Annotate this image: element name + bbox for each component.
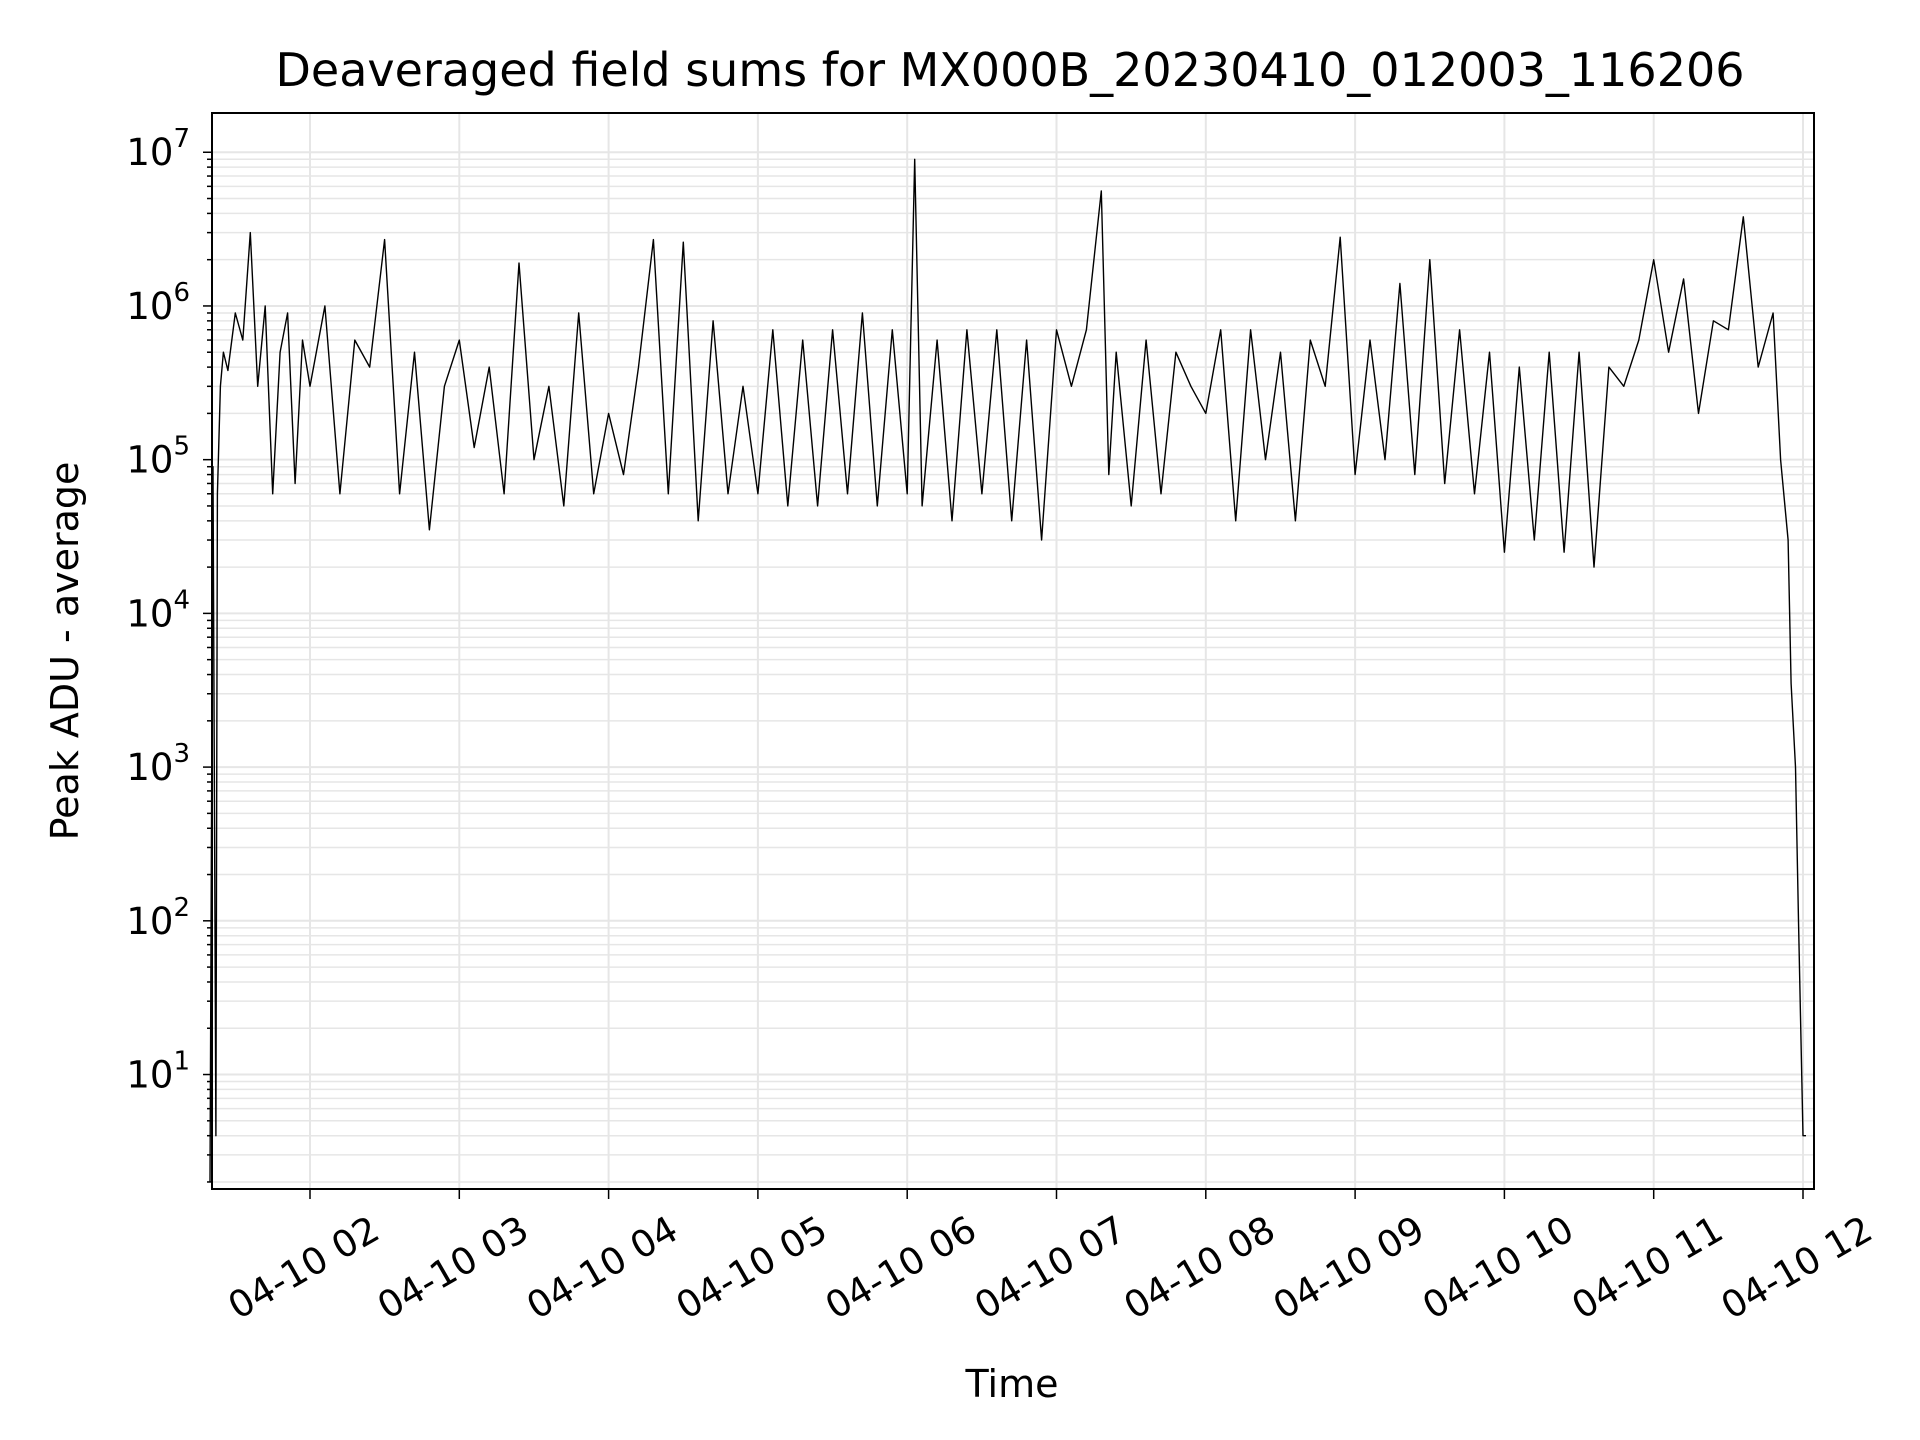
series-line [209,158,1806,1183]
chart-title: Deaveraged field sums for MX000B_2023041… [275,43,1744,97]
grid [212,113,1814,1189]
x-axis-label: Time [965,1362,1059,1406]
y-axis-label: Peak ADU - average [43,462,87,841]
plot-frame [211,112,1815,1190]
